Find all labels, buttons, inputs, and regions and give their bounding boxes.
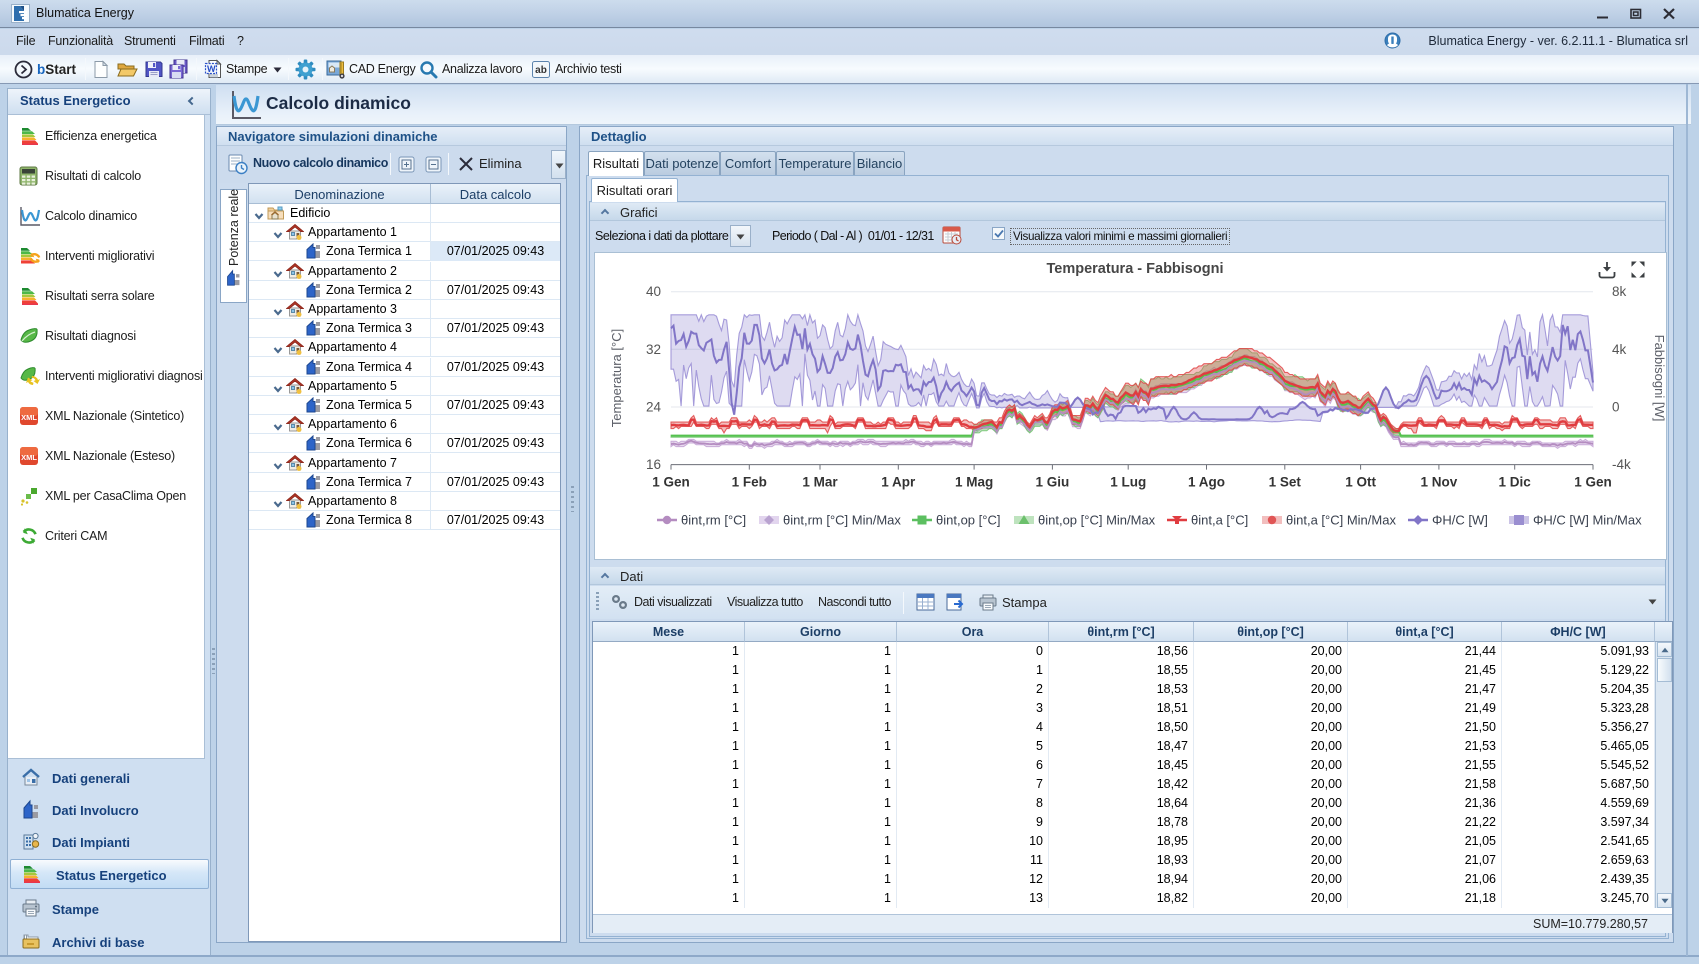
svg-text:θint,a [°C] Min/Max: θint,a [°C] Min/Max [1286, 513, 1396, 528]
svg-text:1 Nov: 1 Nov [1421, 475, 1458, 490]
svg-text:1 Gen: 1 Gen [652, 475, 690, 490]
svg-text:1 Giu: 1 Giu [1036, 475, 1070, 490]
svg-text:θint,op [°C] Min/Max: θint,op [°C] Min/Max [1038, 513, 1156, 528]
svg-text:1 Ott: 1 Ott [1345, 475, 1376, 490]
svg-text:θint,op [°C]: θint,op [°C] [936, 513, 1000, 528]
svg-text:XML: XML [21, 413, 37, 422]
svg-text:40: 40 [646, 284, 661, 299]
svg-text:1 Lug: 1 Lug [1110, 475, 1146, 490]
svg-text:Temperatura [°C]: Temperatura [°C] [609, 329, 624, 427]
svg-text:8k: 8k [1612, 284, 1627, 299]
svg-text:ΦH/C [W] Min/Max: ΦH/C [W] Min/Max [1533, 513, 1642, 528]
svg-text:1 Ago: 1 Ago [1188, 475, 1225, 490]
svg-text:ab: ab [535, 65, 547, 76]
svg-text:1 Mag: 1 Mag [955, 475, 993, 490]
svg-text:24: 24 [646, 400, 662, 415]
svg-text:θint,rm [°C] Min/Max: θint,rm [°C] Min/Max [783, 513, 901, 528]
svg-text:16: 16 [646, 457, 661, 472]
svg-text:θint,rm [°C]: θint,rm [°C] [681, 513, 746, 528]
svg-text:XML: XML [21, 453, 37, 462]
svg-text:ΦH/C [W]: ΦH/C [W] [1432, 513, 1488, 528]
svg-text:32: 32 [646, 342, 661, 357]
svg-text:1 Set: 1 Set [1269, 475, 1302, 490]
svg-text:Fabbisogni [W]: Fabbisogni [W] [1652, 335, 1667, 422]
svg-text:-4k: -4k [1612, 457, 1631, 472]
svg-text:1 Gen: 1 Gen [1574, 475, 1612, 490]
svg-text:θint,a [°C]: θint,a [°C] [1191, 513, 1248, 528]
svg-text:0: 0 [1612, 400, 1620, 415]
svg-text:Temperatura - Fabbisogni: Temperatura - Fabbisogni [1047, 261, 1224, 277]
svg-text:4k: 4k [1612, 342, 1627, 357]
svg-text:1 Dic: 1 Dic [1499, 475, 1532, 490]
svg-text:1 Apr: 1 Apr [881, 475, 916, 490]
svg-text:1 Feb: 1 Feb [732, 475, 767, 490]
svg-text:1 Mar: 1 Mar [802, 475, 838, 490]
